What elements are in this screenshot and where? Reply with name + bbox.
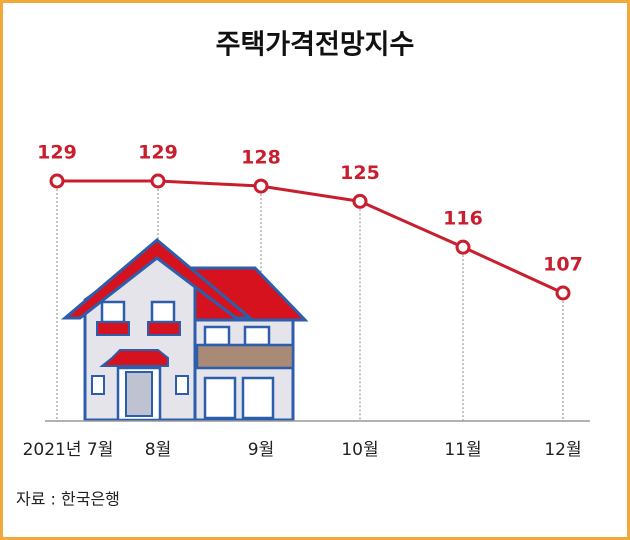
x-tick-label: 9월 xyxy=(248,440,274,460)
source-note: 자료 : 한국은행 xyxy=(16,490,120,509)
data-label: 129 xyxy=(138,142,178,164)
series-line xyxy=(57,179,564,295)
x-tick-label: 8월 xyxy=(145,440,171,460)
point-marker xyxy=(150,173,166,189)
x-tick-label: 11월 xyxy=(444,440,481,460)
chart-title: 주택가격전망지수 xyxy=(216,30,415,61)
x-tick-label: 10월 xyxy=(341,440,378,460)
series: 129 2021년 7월 129 8월 128 9월 125 10월 116 11월 107 12월 xyxy=(23,142,583,461)
data-label: 129 xyxy=(37,142,77,164)
x-tick-label: 12월 xyxy=(544,440,581,460)
point-marker xyxy=(253,178,269,194)
point-marker xyxy=(455,239,471,255)
x-tick-label: 2021년 7월 xyxy=(23,440,114,460)
point-marker xyxy=(352,193,368,209)
data-label: 116 xyxy=(443,208,483,230)
data-label: 107 xyxy=(543,254,583,276)
house-illustration xyxy=(45,238,590,422)
data-label: 128 xyxy=(241,147,281,169)
point-marker xyxy=(555,285,571,301)
data-label: 125 xyxy=(340,162,380,184)
point-marker xyxy=(49,173,65,189)
